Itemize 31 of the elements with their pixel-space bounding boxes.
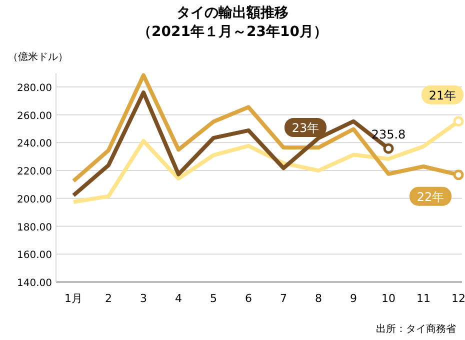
series-label: 23年 [292,121,320,136]
x-tick-label: 3 [140,292,147,305]
x-tick-label: 10 [382,292,396,305]
text: 出所：タイ商務省 [376,323,456,335]
x-tick-label: 4 [175,292,182,305]
y-tick-label: 240.00 [17,138,52,150]
x-tick-label: 11 [416,292,430,305]
y-tick-label: 280.00 [17,82,52,94]
point [453,170,464,180]
annotation: 235.8 [371,128,406,142]
chart-title: タイの輸出額推移 [176,4,288,21]
y-axis-title: （億米ドル） [8,51,68,63]
point [453,116,464,127]
x-tick-label: 1月 [64,292,82,305]
y-tick-label: 220.00 [17,166,52,178]
x-tick-label: 6 [245,292,252,305]
point [383,143,394,154]
y-tick-label: 180.00 [17,222,52,234]
x-tick-label: 9 [350,292,357,305]
x-tick-label: 12 [452,292,465,305]
series-label: 21年 [428,88,456,102]
y-tick-label: 200.00 [17,194,52,206]
chart-subtitle: （2021年１月～23年10月） [138,24,328,40]
y-tick-label: 260.00 [17,110,52,122]
series-label: 22年 [416,190,444,204]
y-tick-label: 160.00 [17,250,52,262]
y-tick-label: 140.00 [17,278,52,289]
x-tick-label: 8 [315,292,322,305]
x-tick-label: 2 [105,292,112,305]
x-tick-label: 5 [210,292,217,305]
x-tick-label: 7 [280,292,287,305]
